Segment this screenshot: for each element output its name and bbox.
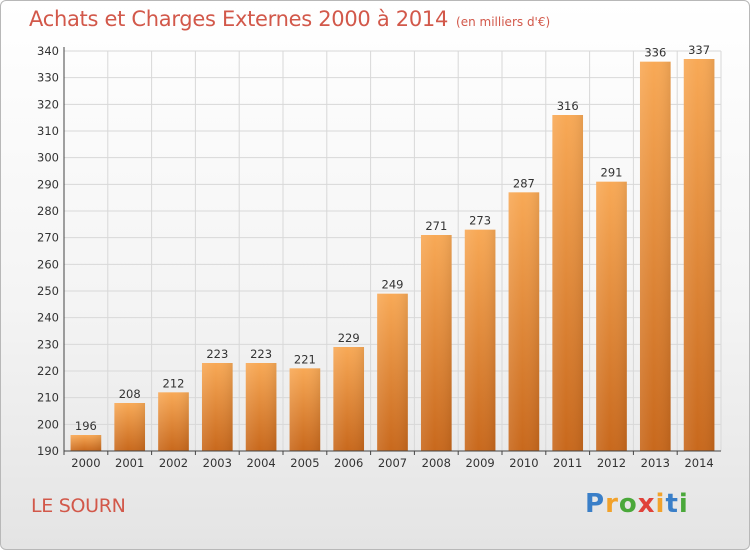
bar-shine bbox=[508, 192, 540, 452]
y-tick-label: 330 bbox=[37, 71, 59, 85]
x-tick-label: 2003 bbox=[203, 456, 232, 470]
labels: 190 200 210 220 230 240 250 260 270 280 290 300 310 3… bbox=[37, 43, 714, 470]
logo-letter: r bbox=[605, 489, 619, 519]
y-tick-label: 320 bbox=[37, 97, 59, 111]
logo-letter: P bbox=[585, 489, 606, 519]
chart-title: Achats et Charges Externes 2000 à 2014 (e… bbox=[29, 7, 550, 31]
chart-subtitle: (en milliers d'€) bbox=[456, 15, 551, 29]
bar-shine bbox=[333, 347, 365, 451]
data-label: 273 bbox=[469, 214, 491, 228]
bar-shine bbox=[639, 61, 671, 452]
x-tick-label: 2014 bbox=[684, 456, 713, 470]
bar-shine bbox=[201, 363, 233, 451]
y-tick-label: 310 bbox=[37, 124, 59, 138]
commune-name: LE SOURN bbox=[31, 495, 126, 517]
x-tick-label: 2004 bbox=[246, 456, 275, 470]
x-tick-label: 2006 bbox=[334, 456, 363, 470]
y-tick-label: 190 bbox=[37, 444, 59, 458]
bar-shine bbox=[464, 229, 496, 451]
logo-letter: i bbox=[678, 489, 689, 519]
data-label: 316 bbox=[557, 99, 579, 113]
data-label: 229 bbox=[338, 331, 360, 345]
bar-shine bbox=[683, 59, 715, 451]
y-tick-label: 250 bbox=[37, 284, 59, 298]
logo-letter: o bbox=[618, 489, 638, 519]
x-tick-label: 2002 bbox=[159, 456, 188, 470]
data-label: 223 bbox=[250, 347, 272, 361]
x-tick-label: 2013 bbox=[641, 456, 670, 470]
chart-title-text: Achats et Charges Externes 2000 à 2014 bbox=[29, 7, 449, 31]
y-tick-label: 270 bbox=[37, 231, 59, 245]
bar-shine bbox=[114, 403, 146, 451]
data-label: 271 bbox=[425, 219, 447, 233]
y-tick-label: 230 bbox=[37, 337, 59, 351]
x-tick-label: 2001 bbox=[115, 456, 144, 470]
data-label: 291 bbox=[601, 166, 623, 180]
data-label: 212 bbox=[163, 376, 185, 390]
x-tick-label: 2008 bbox=[422, 456, 451, 470]
proxiti-logo: Proxiti bbox=[585, 489, 689, 519]
bar-shine bbox=[596, 181, 627, 451]
y-tick-label: 290 bbox=[37, 177, 59, 191]
y-tick-label: 280 bbox=[37, 204, 59, 218]
bar-shine bbox=[289, 368, 321, 451]
y-tick-label: 300 bbox=[37, 151, 59, 165]
logo-letter: x bbox=[637, 489, 656, 519]
data-label: 337 bbox=[688, 43, 710, 57]
bar-shine bbox=[158, 392, 189, 451]
bar-shine bbox=[420, 235, 452, 451]
y-tick-label: 240 bbox=[37, 311, 59, 325]
bar-shine bbox=[70, 435, 102, 451]
data-label: 208 bbox=[119, 387, 141, 401]
data-label: 249 bbox=[382, 278, 404, 292]
data-label: 196 bbox=[75, 419, 97, 433]
y-tick-label: 220 bbox=[37, 364, 59, 378]
data-label: 287 bbox=[513, 176, 535, 190]
bar-shine bbox=[377, 293, 408, 451]
y-tick-label: 340 bbox=[37, 44, 59, 58]
data-label: 223 bbox=[206, 347, 228, 361]
y-tick-label: 260 bbox=[37, 257, 59, 271]
x-tick-label: 2012 bbox=[597, 456, 626, 470]
y-tick-label: 200 bbox=[37, 417, 59, 431]
bars bbox=[70, 59, 715, 452]
data-label: 221 bbox=[294, 352, 316, 366]
axes bbox=[63, 47, 721, 455]
x-tick-label: 2007 bbox=[378, 456, 407, 470]
logo-letter: i bbox=[655, 489, 666, 519]
x-tick-label: 2005 bbox=[290, 456, 319, 470]
x-tick-label: 2009 bbox=[465, 456, 494, 470]
bar-shine bbox=[245, 363, 277, 451]
x-tick-label: 2000 bbox=[71, 456, 100, 470]
logo-letter: t bbox=[665, 489, 679, 519]
bar-shine bbox=[552, 115, 584, 451]
y-tick-label: 210 bbox=[37, 391, 59, 405]
x-tick-label: 2010 bbox=[509, 456, 538, 470]
x-tick-label: 2011 bbox=[553, 456, 582, 470]
data-label: 336 bbox=[644, 46, 666, 60]
